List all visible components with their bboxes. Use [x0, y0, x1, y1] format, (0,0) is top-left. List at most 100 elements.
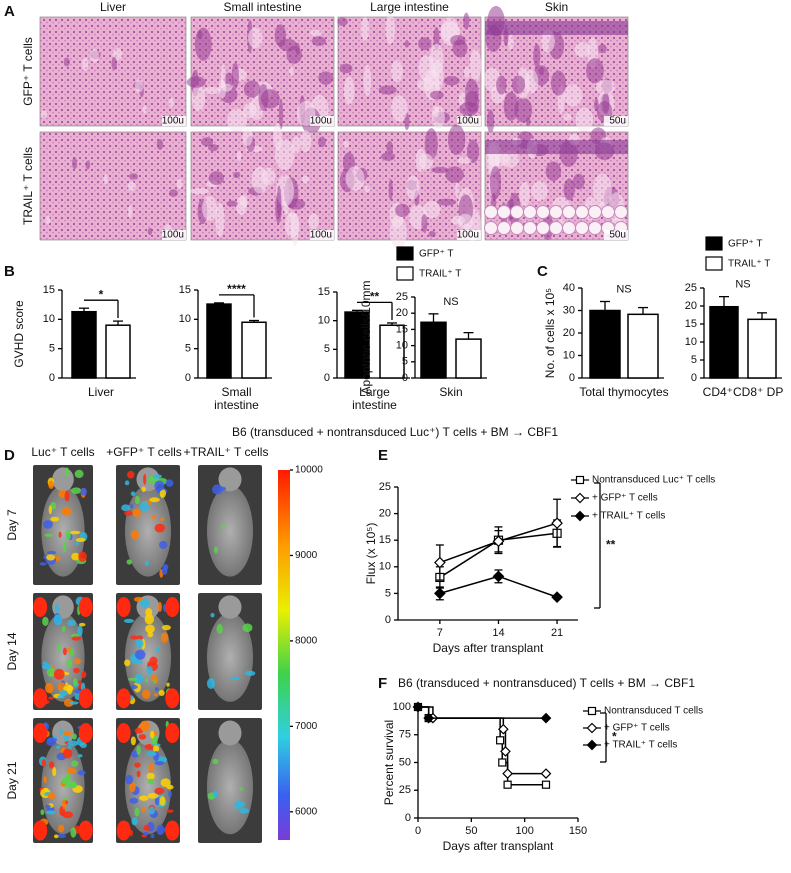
signal: [64, 467, 70, 478]
signal: [134, 660, 143, 664]
signal: [129, 797, 139, 804]
signal: [121, 504, 131, 512]
tissue: [592, 173, 612, 208]
y-tick-label: 10: [43, 313, 55, 325]
signal: [42, 616, 49, 626]
signal: [159, 489, 167, 498]
y-tick-label: 10: [179, 313, 191, 325]
tissue: [317, 136, 326, 148]
signal: [33, 688, 48, 709]
fat: [497, 221, 511, 235]
tissue: [227, 108, 248, 133]
bioluminescence-image: [33, 593, 93, 710]
signal: [42, 661, 48, 665]
signal: [166, 809, 174, 813]
tissue: [489, 166, 501, 200]
legend-label: + TRAIL⁺ T cells: [604, 740, 677, 751]
signal: [156, 824, 165, 836]
tissue: [430, 90, 444, 100]
signal: [44, 682, 54, 694]
tissue: [380, 152, 396, 161]
x-axis-label: intestine: [214, 398, 259, 412]
signal: [212, 484, 223, 495]
signal: [130, 530, 140, 540]
point: [496, 736, 505, 745]
tissue: [465, 78, 479, 108]
tissue: [418, 37, 432, 51]
signal: [145, 608, 153, 617]
mouse-body: [206, 739, 254, 835]
tissue: [218, 79, 227, 99]
signal: [74, 469, 84, 479]
signal: [62, 798, 66, 810]
significance: **: [606, 538, 616, 552]
image-bg: [39, 16, 187, 127]
fat: [510, 205, 524, 219]
y-tick-label: 25: [399, 784, 411, 796]
signal: [57, 642, 61, 653]
fat: [536, 205, 550, 219]
tissue: [533, 43, 541, 68]
point: [551, 517, 563, 530]
tissue: [168, 97, 174, 108]
signal: [81, 670, 87, 679]
signal: [46, 554, 56, 561]
fat: [523, 221, 537, 235]
signal: [230, 676, 240, 681]
tissue: [89, 49, 100, 63]
signal: [79, 742, 87, 749]
tissue: [231, 62, 239, 89]
signal: [159, 796, 166, 807]
signal: [67, 782, 78, 789]
y-tick-label: 0: [405, 812, 411, 824]
signal: [53, 668, 65, 680]
signal: [145, 624, 155, 634]
signal: [45, 804, 51, 809]
signal: [123, 618, 135, 624]
significance: NS: [443, 296, 458, 308]
signal: [45, 810, 56, 815]
signal: [63, 797, 68, 801]
tissue: [63, 57, 70, 67]
point: [541, 780, 551, 789]
scale-bg: [310, 116, 334, 126]
y-tick-label: 25: [685, 282, 697, 294]
bioluminescence-image: [116, 465, 180, 585]
signal: [160, 632, 169, 644]
series-line: [418, 706, 546, 719]
fat: [601, 205, 615, 219]
signal: [124, 480, 130, 486]
column-header: +GFP⁺ T cells: [106, 445, 182, 459]
signal: [48, 696, 55, 700]
y-tick-label: 0: [402, 372, 408, 384]
point: [492, 570, 505, 583]
tissue: [215, 202, 225, 237]
bar: [241, 321, 267, 379]
mouse-head: [218, 467, 242, 492]
signal: [128, 677, 138, 682]
bar: [455, 338, 482, 379]
colorbar-tick-label: 9000: [295, 550, 318, 561]
histology-image: [190, 122, 335, 247]
bioluminescence-image: [198, 593, 262, 710]
tissue: [168, 189, 178, 197]
fat: [484, 221, 498, 235]
tissue: [564, 84, 583, 107]
point: [423, 712, 435, 724]
legend-swatch: [705, 256, 723, 271]
series-line: [418, 706, 546, 775]
signal: [165, 479, 174, 487]
signal: [53, 735, 57, 739]
signal: [43, 776, 47, 783]
signal: [130, 491, 136, 497]
signal: [40, 809, 45, 816]
tissue: [541, 30, 555, 53]
tissue: [337, 17, 348, 26]
legend-marker: [574, 510, 586, 522]
panel-label: D: [4, 447, 15, 464]
signal: [134, 649, 146, 660]
histology-image: [483, 5, 629, 134]
tissue: [247, 27, 263, 49]
signal: [53, 614, 63, 626]
signal: [80, 487, 88, 496]
